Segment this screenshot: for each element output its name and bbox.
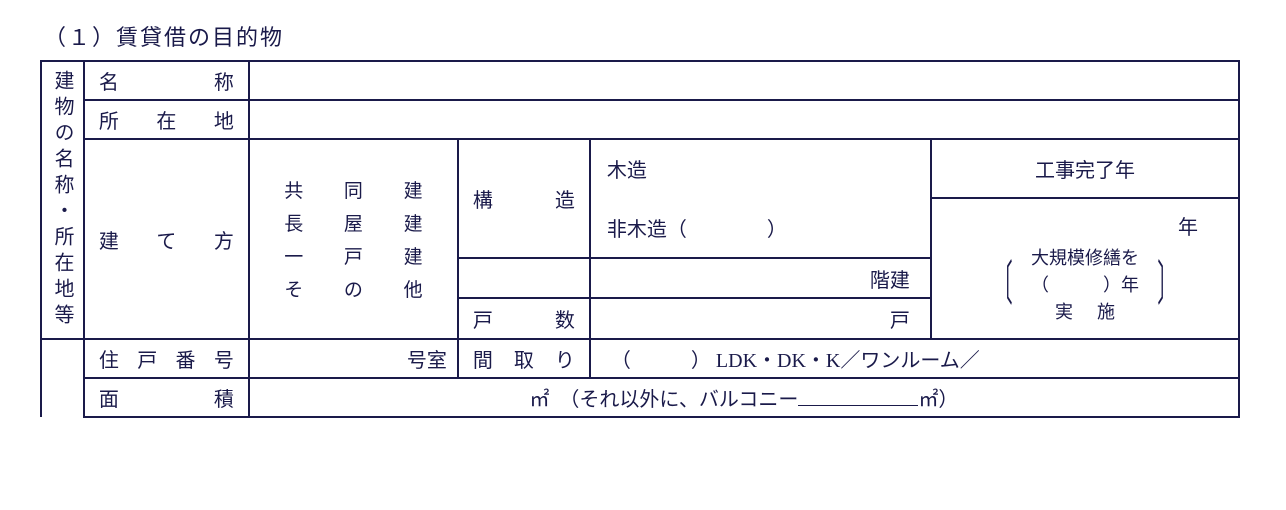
layout-label: 間取り <box>458 339 590 378</box>
bracket-right-icon: 〕 <box>1157 261 1176 309</box>
unit-no-label: 住戸番号 <box>84 339 249 378</box>
completion-body: 年 〔 大規模修繕を （ ）年 実施 〕 <box>931 198 1239 340</box>
unit-no-suffix: 号室 <box>249 339 458 378</box>
location-label: 所在地 <box>84 100 249 139</box>
completion-header: 工事完了年 <box>931 139 1239 198</box>
name-value <box>249 61 1239 100</box>
build-label: 建て方 <box>84 139 249 339</box>
layout-text: （ ） LDK・DK・K／ワンルーム／ <box>590 339 1239 378</box>
property-table: 建物の名称・所在地等 名称 所在地 建て方 共同建 長屋建 一戸建 その他 構造… <box>40 60 1240 418</box>
structure-label: 構造 <box>458 139 590 258</box>
balcony-underline <box>798 386 918 406</box>
units-label: 戸数 <box>458 298 590 339</box>
build-types: 共同建 長屋建 一戸建 その他 <box>249 139 458 339</box>
floors-cell: 階建 <box>590 258 931 299</box>
name-label: 名称 <box>84 61 249 100</box>
area-label: 面積 <box>84 378 249 417</box>
area-cell: ㎡ （それ以外に、バルコニー㎡） <box>249 378 1239 417</box>
side-label: 建物の名称・所在地等 <box>41 61 84 339</box>
structure-wooden: 木造 <box>590 139 931 198</box>
units-cell: 戸 <box>590 298 931 339</box>
side-blank <box>41 339 84 417</box>
section-title: （１）賃貸借の目的物 <box>44 20 1246 52</box>
bracket-left-icon: 〔 <box>993 261 1012 309</box>
repair-bracket: 〔 大規模修繕を （ ）年 実施 〕 <box>942 245 1228 326</box>
location-value <box>249 100 1239 139</box>
completion-year: 年 <box>942 211 1228 245</box>
structure-nonwooden: 非木造（ ） <box>590 198 931 258</box>
